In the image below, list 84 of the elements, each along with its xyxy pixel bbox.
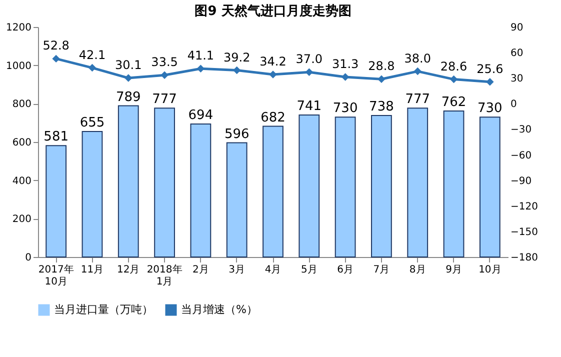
x-tick-label: 2月: [192, 264, 209, 276]
data-label: 762: [441, 94, 466, 110]
y2-tick-label: −60: [510, 150, 532, 162]
bar: [479, 116, 500, 258]
point: [450, 75, 458, 84]
point: [232, 66, 241, 74]
bar: [262, 126, 284, 258]
y-tick-label: 800: [12, 99, 32, 110]
y-tick-label: 600: [12, 138, 32, 148]
y2-tick-label: 90: [510, 22, 524, 34]
y-tick-label: 1000: [6, 60, 32, 72]
y-tick-label: 1200: [6, 22, 32, 34]
y-tick-label: 400: [12, 176, 32, 187]
y2-tick-label: −30: [510, 124, 532, 136]
data-label: 31.3: [332, 57, 359, 72]
point: [414, 67, 422, 76]
data-label: 41.1: [187, 48, 214, 63]
bar: [226, 142, 248, 258]
data-label: 39.2: [223, 50, 250, 64]
bar: [154, 108, 175, 258]
y2-tick-label: −150: [510, 226, 538, 238]
bar: [407, 108, 428, 258]
bar: [118, 105, 139, 258]
bar: [371, 115, 392, 258]
data-label: 789: [116, 90, 141, 105]
data-label: 34.2: [260, 54, 286, 69]
point: [160, 71, 168, 80]
x-tick-label: 5月: [300, 264, 318, 276]
data-label: 25.6: [476, 62, 504, 76]
data-label: 730: [478, 101, 502, 116]
y2-tick-label: 30: [510, 74, 524, 85]
y2-tick-label: −180: [510, 252, 538, 264]
bar: [46, 145, 67, 258]
y2-tick-label: −120: [510, 201, 538, 212]
bar: [334, 116, 356, 258]
x-tick-label: 6月: [337, 264, 354, 276]
x-tick-label: 11月: [80, 264, 104, 276]
point: [124, 74, 132, 82]
data-label: 777: [405, 92, 430, 108]
x-tick-label: 10月: [478, 264, 502, 276]
x-tick-label: 12月: [117, 264, 140, 276]
point: [341, 73, 350, 81]
x-tick-label: 9月: [446, 264, 462, 276]
data-label: 596: [224, 126, 250, 142]
point: [486, 78, 494, 86]
data-label: 777: [152, 92, 177, 108]
data-label: 730: [332, 101, 358, 116]
x-tick-label: 2017年 10月: [38, 264, 74, 288]
legend-label: 当月增速（%）: [181, 303, 258, 316]
data-label: 30.1: [115, 58, 142, 72]
data-label: 28.6: [440, 59, 468, 74]
data-label: 37.0: [296, 52, 323, 66]
point: [269, 70, 277, 78]
y2-tick-label: 0: [510, 99, 517, 110]
x-tick-label: 2018年 1月: [146, 264, 182, 288]
y2-tick-label: −90: [510, 176, 532, 187]
data-label: 694: [188, 108, 214, 123]
chart-title: 图9 天然气进口月度走势图: [194, 3, 352, 19]
data-label: 738: [369, 100, 394, 115]
data-label: 33.5: [151, 55, 178, 70]
bar: [443, 110, 464, 258]
data-label: 28.8: [368, 59, 395, 74]
x-tick-label: 8月: [409, 264, 426, 276]
point: [305, 68, 314, 76]
point: [52, 54, 60, 63]
point: [88, 64, 96, 72]
data-label: 581: [44, 130, 68, 145]
y-tick-label: 200: [12, 214, 32, 226]
data-label: 52.8: [42, 38, 70, 53]
y2-tick-label: 60: [510, 48, 524, 60]
data-label: 42.1: [78, 48, 106, 62]
data-label: 682: [260, 110, 286, 126]
data-label: 38.0: [404, 51, 431, 66]
bar: [82, 130, 103, 258]
data-label: 655: [80, 115, 105, 130]
x-tick-label: 3月: [228, 264, 246, 276]
bar: [190, 123, 212, 258]
y-tick-label: 0: [25, 252, 32, 264]
data-label: 741: [296, 98, 322, 114]
point: [378, 75, 386, 84]
x-tick-label: 7月: [373, 264, 390, 276]
x-tick-label: 4月: [264, 264, 282, 276]
bar: [298, 114, 320, 258]
legend-label: 当月进口量（万吨）: [54, 303, 153, 316]
